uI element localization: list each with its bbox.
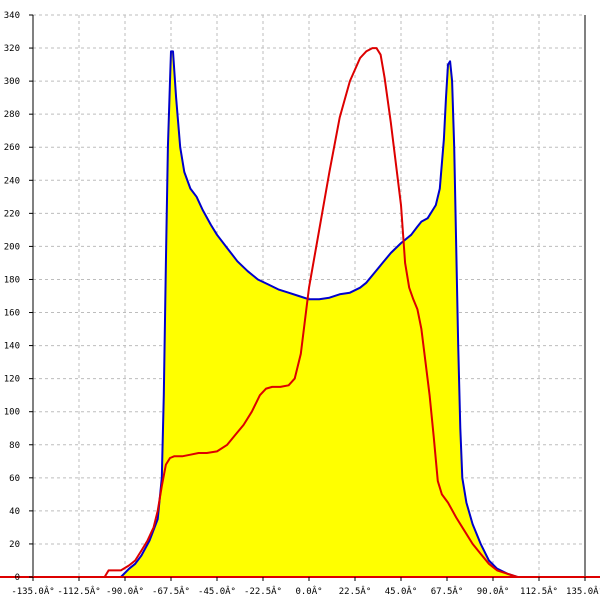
- x-tick-label: -112.5Â°: [57, 585, 100, 597]
- y-tick-label: 280: [4, 110, 20, 120]
- x-tick-label: -67.5Â°: [152, 585, 190, 597]
- y-tick-label: 220: [4, 209, 20, 219]
- y-tick-label: 260: [4, 143, 20, 153]
- y-tick-label: 80: [9, 441, 20, 451]
- x-tick-label: -90.0Â°: [106, 585, 144, 597]
- x-tick-label: -45.0Â°: [198, 585, 236, 597]
- x-tick-label: 22.5Â°: [339, 585, 372, 597]
- series-layer: [33, 47, 585, 578]
- y-tick-label: 40: [9, 507, 20, 517]
- y-tick-label: 320: [4, 44, 20, 54]
- y-tick-label: 0: [15, 573, 20, 583]
- y-tick-label: 140: [4, 342, 20, 352]
- x-tick-label: -22.5Â°: [244, 585, 282, 597]
- y-tick-label: 100: [4, 408, 20, 418]
- y-tick-label: 200: [4, 242, 20, 252]
- series-0-area: [33, 51, 585, 577]
- series-1-line: [33, 47, 585, 578]
- y-tick-label: 60: [9, 474, 20, 484]
- x-tick-label: 67.5Â°: [431, 585, 464, 597]
- series-0-line: [33, 50, 585, 578]
- y-tick-label: 340: [4, 11, 20, 21]
- x-tick-label: 90.0Â°: [477, 585, 510, 597]
- axis-layer: [0, 14, 600, 581]
- y-tick-label: 180: [4, 275, 20, 285]
- y-tick-label: 240: [4, 176, 20, 186]
- tick-label-layer: 0 20 40 60 80 100 120 140 160 180 200 220 240 260 280 3…: [4, 11, 600, 597]
- x-tick-label: 112.5Â°: [520, 585, 558, 597]
- x-tick-label: 135.0Â°: [566, 585, 600, 597]
- y-tick-label: 160: [4, 309, 20, 319]
- x-tick-label: 0.0Â°: [295, 585, 322, 597]
- y-tick-label: 120: [4, 375, 20, 385]
- x-tick-label: 45.0Â°: [385, 585, 418, 597]
- y-tick-label: 300: [4, 77, 20, 87]
- y-tick-label: 20: [9, 540, 20, 550]
- x-tick-label: -135.0Â°: [11, 585, 54, 597]
